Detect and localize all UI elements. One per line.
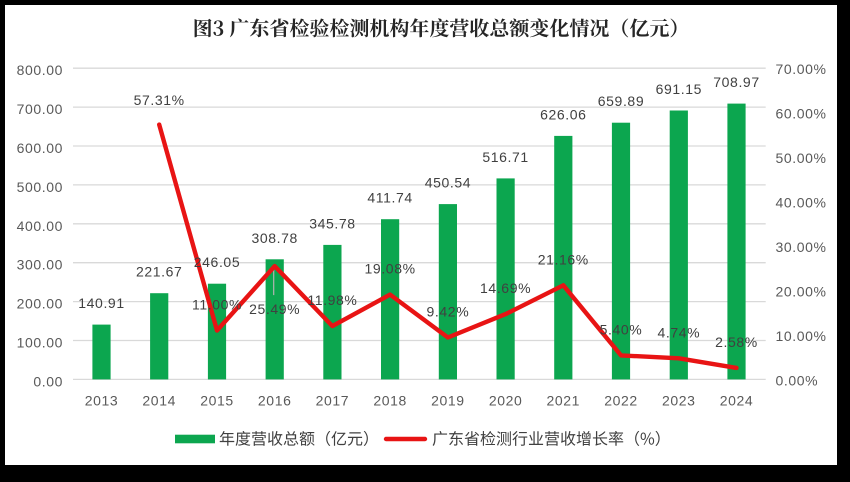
- svg-text:2024: 2024: [720, 393, 754, 409]
- svg-text:345.78: 345.78: [309, 215, 355, 231]
- svg-text:9.42%: 9.42%: [427, 304, 470, 320]
- svg-text:25.49%: 25.49%: [249, 301, 300, 317]
- svg-text:0.00: 0.00: [33, 373, 63, 389]
- svg-text:11.98%: 11.98%: [307, 292, 357, 308]
- svg-text:60.00%: 60.00%: [776, 106, 827, 122]
- svg-text:2021: 2021: [547, 393, 581, 409]
- svg-text:30.00%: 30.00%: [776, 239, 827, 255]
- svg-text:5.40%: 5.40%: [600, 321, 643, 337]
- svg-text:40.00%: 40.00%: [776, 195, 827, 211]
- svg-text:2013: 2013: [85, 393, 119, 409]
- svg-text:年度营收总额（亿元）: 年度营收总额（亿元）: [219, 425, 379, 449]
- svg-text:300.00: 300.00: [17, 257, 63, 273]
- svg-text:200.00: 200.00: [17, 296, 63, 312]
- svg-text:2015: 2015: [200, 393, 234, 409]
- svg-text:19.08%: 19.08%: [365, 261, 416, 277]
- svg-text:0.00%: 0.00%: [776, 372, 819, 388]
- svg-text:221.67: 221.67: [136, 264, 182, 280]
- svg-text:626.06: 626.06: [540, 106, 586, 122]
- svg-text:50.00%: 50.00%: [776, 150, 827, 166]
- svg-text:2018: 2018: [373, 393, 407, 409]
- svg-text:21.16%: 21.16%: [538, 251, 589, 267]
- svg-text:516.71: 516.71: [482, 149, 528, 165]
- svg-text:2022: 2022: [604, 393, 638, 409]
- svg-text:246.05: 246.05: [194, 254, 240, 270]
- svg-text:691.15: 691.15: [656, 81, 702, 97]
- svg-text:10.00%: 10.00%: [776, 328, 827, 344]
- svg-text:2019: 2019: [431, 393, 465, 409]
- svg-text:14.69%: 14.69%: [480, 280, 531, 296]
- svg-text:2014: 2014: [142, 393, 176, 409]
- svg-text:708.97: 708.97: [713, 74, 759, 90]
- svg-text:2016: 2016: [258, 393, 292, 409]
- svg-text:57.31%: 57.31%: [134, 92, 185, 108]
- svg-text:70.00%: 70.00%: [776, 61, 827, 77]
- svg-text:600.00: 600.00: [17, 140, 63, 156]
- svg-text:广东省检测行业营收增长率（%）: 广东省检测行业营收增长率（%）: [432, 425, 671, 449]
- svg-text:2017: 2017: [316, 393, 350, 409]
- svg-text:140.91: 140.91: [78, 295, 124, 311]
- svg-text:500.00: 500.00: [17, 179, 63, 195]
- svg-text:20.00%: 20.00%: [776, 284, 827, 300]
- svg-text:800.00: 800.00: [17, 62, 63, 78]
- svg-text:11.00%: 11.00%: [192, 297, 242, 313]
- svg-text:2023: 2023: [662, 393, 696, 409]
- svg-text:图3 广东省检验检测机构年度营收总额变化情况（亿元）: 图3 广东省检验检测机构年度营收总额变化情况（亿元）: [193, 13, 690, 42]
- svg-text:100.00: 100.00: [17, 335, 63, 351]
- svg-text:308.78: 308.78: [251, 230, 297, 246]
- svg-text:659.89: 659.89: [598, 93, 644, 109]
- svg-text:2020: 2020: [489, 393, 523, 409]
- svg-text:400.00: 400.00: [17, 218, 63, 234]
- svg-text:4.74%: 4.74%: [657, 324, 700, 340]
- svg-text:700.00: 700.00: [17, 101, 63, 117]
- svg-text:411.74: 411.74: [367, 190, 412, 206]
- svg-text:2.58%: 2.58%: [715, 334, 758, 350]
- svg-text:450.54: 450.54: [425, 175, 471, 191]
